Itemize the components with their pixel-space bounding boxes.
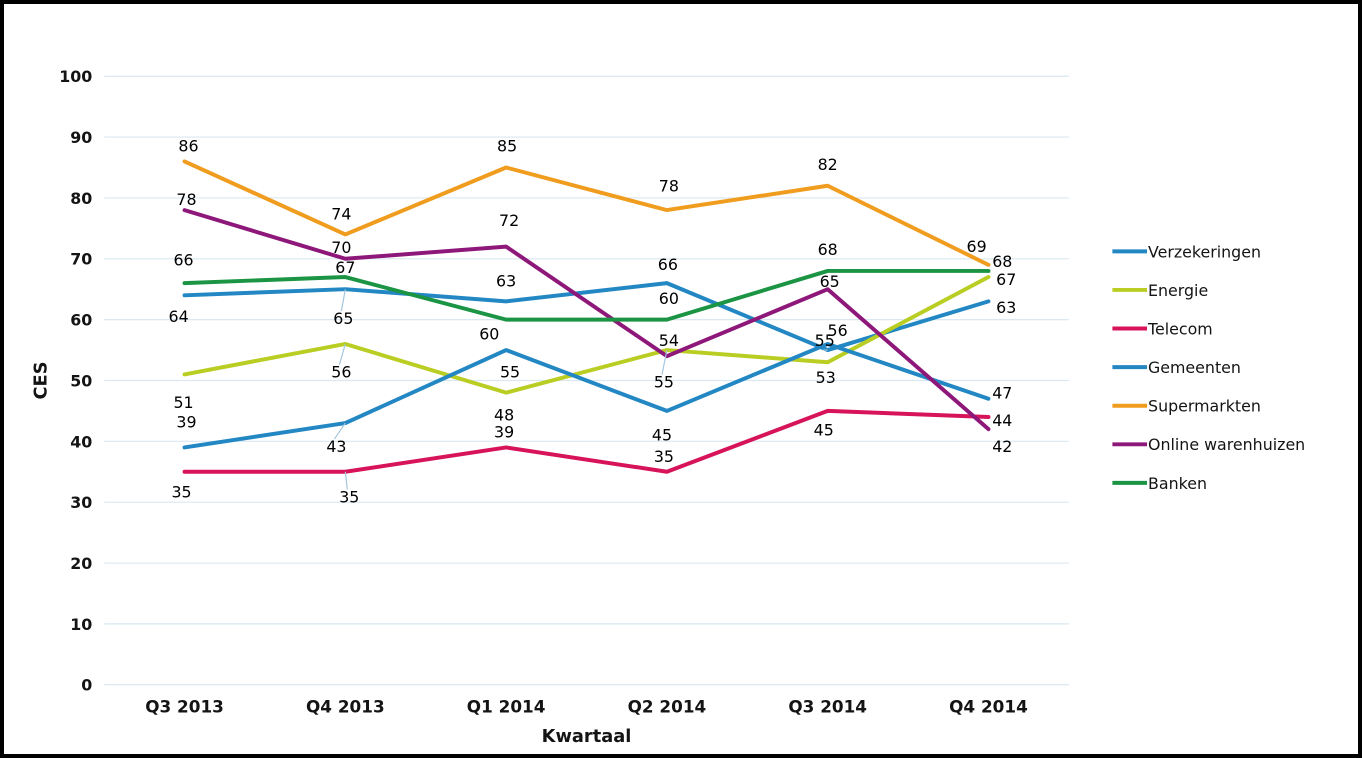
series-line-banken (182, 268, 991, 322)
x-tick-label: Q3 2013 (145, 696, 224, 716)
legend-label-banken: Banken (1148, 474, 1207, 493)
data-label-gemeenten-1: 43 (326, 437, 346, 456)
data-label-online-warenhuizen-1: 70 (331, 238, 351, 257)
legend-label-verzekeringen: Verzekeringen (1148, 242, 1261, 261)
data-label-verzekeringen-1: 65 (333, 309, 353, 328)
x-axis-title: Kwartaal (542, 726, 632, 747)
data-label-verzekeringen-2: 63 (496, 272, 516, 291)
series-line-telecom (182, 408, 991, 474)
y-tick-label: 40 (70, 432, 92, 451)
legend-label-online-warenhuizen: Online warenhuizen (1148, 435, 1305, 454)
data-label-supermarkten-3: 78 (659, 176, 679, 195)
legend-label-energie: Energie (1148, 281, 1208, 300)
data-label-gemeenten-5: 47 (992, 384, 1012, 403)
data-label-online-warenhuizen-3: 54 (659, 331, 679, 350)
legend-item-energie: Energie (1112, 281, 1208, 300)
legend-item-telecom: Telecom (1112, 319, 1213, 338)
data-label-leader-energie (338, 343, 346, 365)
data-label-gemeenten-2: 55 (500, 363, 520, 382)
data-label-supermarkten-4: 82 (818, 155, 838, 174)
data-label-gemeenten-4: 56 (828, 321, 848, 340)
data-label-telecom-5: 44 (992, 411, 1012, 430)
y-tick-label: 70 (70, 250, 92, 269)
legend-item-supermarkten: Supermarkten (1112, 397, 1261, 416)
data-label-supermarkten-1: 74 (331, 205, 351, 224)
x-tick-label: Q1 2014 (467, 696, 546, 716)
legend-item-gemeenten: Gemeenten (1112, 358, 1241, 377)
legend: Verzekeringen Energie Telecom Gemeenten Supe… (1112, 242, 1305, 493)
data-label-verzekeringen-3: 66 (658, 255, 678, 274)
data-label-leader-verzekeringen (340, 289, 346, 312)
data-label-energie-5: 67 (996, 270, 1016, 289)
y-tick-label: 0 (81, 676, 92, 695)
data-label-energie-4: 53 (816, 368, 836, 387)
data-label-banken-0: 66 (173, 250, 193, 269)
data-label-banken-2: 60 (479, 324, 499, 343)
legend-item-banken: Banken (1112, 474, 1207, 493)
data-label-telecom-2: 39 (494, 423, 514, 442)
y-tick-label: 60 (70, 311, 92, 330)
data-label-gemeenten-3: 45 (652, 426, 672, 445)
data-label-online-warenhuizen-4: 65 (820, 272, 840, 291)
y-tick-label: 90 (70, 128, 92, 147)
series-line-energie (182, 275, 991, 395)
data-label-energie-1: 56 (331, 363, 351, 382)
y-tick-label: 30 (70, 493, 92, 512)
data-label-energie-3: 55 (654, 373, 674, 392)
data-label-telecom-4: 45 (814, 421, 834, 440)
legend-label-gemeenten: Gemeenten (1148, 358, 1241, 377)
x-tick-label: Q2 2014 (628, 696, 707, 716)
data-label-energie-2: 48 (494, 405, 514, 424)
data-label-gemeenten-0: 39 (176, 413, 196, 432)
y-tick-label: 50 (70, 371, 92, 390)
data-label-supermarkten-5: 69 (967, 237, 987, 256)
data-label-leader-energie (661, 349, 668, 375)
series-line-online-warenhuizen (182, 208, 991, 432)
data-label-banken-1: 67 (335, 258, 355, 277)
data-label-banken-5: 68 (992, 252, 1012, 271)
x-tick-label: Q4 2013 (306, 696, 385, 716)
data-label-telecom-0: 35 (171, 482, 191, 501)
data-label-online-warenhuizen-0: 78 (176, 190, 196, 209)
y-tick-label: 100 (59, 67, 92, 86)
data-label-online-warenhuizen-5: 42 (992, 437, 1012, 456)
y-axis-title: CES (31, 361, 52, 399)
data-label-banken-4: 68 (818, 240, 838, 259)
data-label-verzekeringen-5: 63 (996, 298, 1016, 317)
series-line-verzekeringen (182, 281, 991, 353)
data-label-telecom-1: 35 (339, 487, 359, 506)
y-tick-label: 20 (70, 554, 92, 573)
data-label-leader-gemeenten (333, 422, 346, 440)
series-line-supermarkten (182, 159, 991, 267)
data-label-supermarkten-2: 85 (497, 137, 517, 156)
data-label-supermarkten-0: 86 (178, 137, 198, 156)
y-tick-label: 10 (70, 615, 92, 634)
legend-label-telecom: Telecom (1147, 319, 1213, 338)
data-label-energie-0: 51 (173, 393, 193, 412)
x-tick-label: Q4 2014 (949, 696, 1028, 716)
ces-line-chart: 0 10 20 30 40 50 60 70 80 90 100 Q3 2013 Q4 2013 Q1 2… (31, 67, 1305, 747)
data-label-telecom-3: 35 (654, 447, 674, 466)
data-label-verzekeringen-4: 55 (815, 331, 835, 350)
legend-item-online-warenhuizen: Online warenhuizen (1112, 435, 1305, 454)
data-label-verzekeringen-0: 64 (169, 307, 189, 326)
y-tick-label: 80 (70, 189, 92, 208)
legend-item-verzekeringen: Verzekeringen (1112, 242, 1261, 261)
series-line-gemeenten (182, 341, 991, 450)
x-tick-label: Q3 2014 (788, 696, 867, 716)
legend-label-supermarkten: Supermarkten (1148, 397, 1261, 416)
data-label-leader-telecom (344, 471, 348, 490)
data-label-online-warenhuizen-2: 72 (499, 211, 519, 230)
data-label-banken-3: 60 (659, 289, 679, 308)
